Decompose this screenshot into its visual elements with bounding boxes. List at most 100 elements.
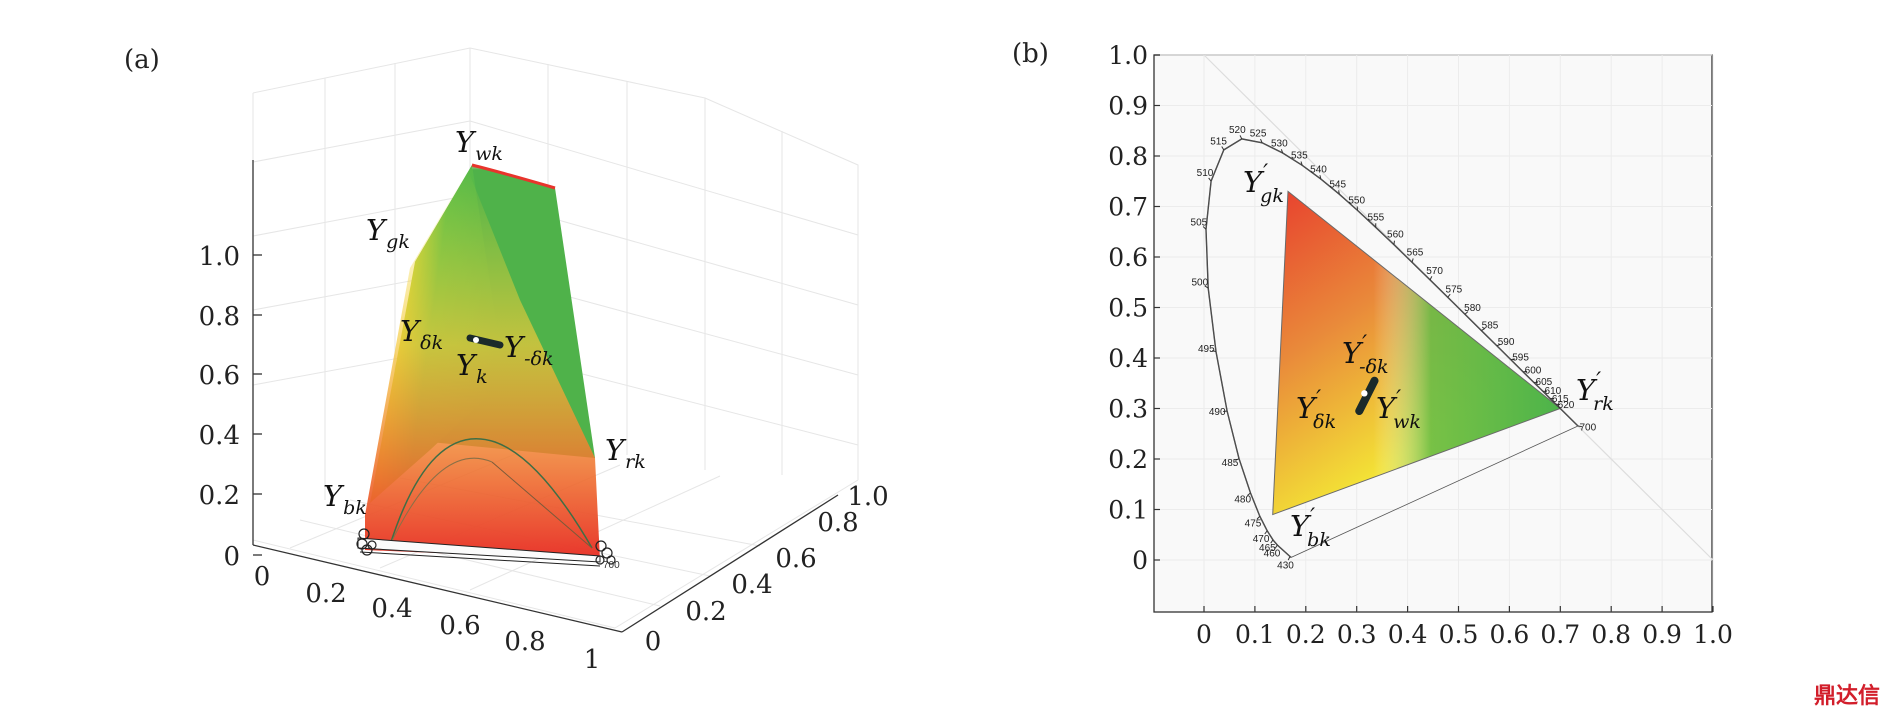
y-tick-label: 1.0 — [1108, 41, 1148, 70]
wavelength-label: 515 — [1210, 136, 1227, 147]
panel-a-label: (a) — [124, 45, 160, 75]
wavelength-label: 560 — [1387, 230, 1404, 241]
wavelength-label: 490 — [1209, 407, 1226, 418]
gamut-triangle-green — [1272, 191, 1561, 515]
y-tick-label: 0.6 — [1108, 243, 1148, 272]
x-tick-label: 0.7 — [1540, 620, 1580, 649]
label-Y-gk-b: Y′ gk — [1243, 161, 1284, 207]
panel-b-label: (b) — [1012, 39, 1049, 69]
wavelength-label: 595 — [1512, 352, 1529, 363]
label-Y-rk-a: Yrk — [605, 433, 646, 473]
locus-tick — [1260, 138, 1263, 143]
wavelength-label: 540 — [1310, 164, 1327, 175]
locus-tick — [1481, 328, 1486, 331]
locus-tick — [1204, 285, 1209, 289]
wavelength-label: 530 — [1271, 139, 1288, 150]
panel-a-gamut-solid — [365, 163, 600, 560]
y-tick-label: 1.0 — [847, 482, 888, 512]
x-tick-label: 0.1 — [1235, 620, 1275, 649]
wavelength-label: 525 — [1250, 129, 1267, 140]
locus-tick — [1300, 161, 1303, 166]
label-Y-delta-k-b: Y′ δk — [1296, 387, 1336, 433]
x-tick-label: 0.9 — [1642, 620, 1682, 649]
y-tick-label: 0 — [1132, 546, 1148, 575]
y-tick-label: 0.3 — [1108, 395, 1148, 424]
z-tick-label: 0.2 — [199, 481, 240, 511]
label-Y-rk-b: Y′ rk — [1576, 369, 1614, 415]
wavelength-label: 615 — [1552, 394, 1569, 405]
y-tick-label: 0.2 — [1108, 445, 1148, 474]
wavelength-label: 465 — [1259, 543, 1276, 554]
locus-tick — [1338, 190, 1340, 195]
label-Y-k-a: Yk — [456, 348, 488, 388]
y-tick-label: 0.5 — [1108, 294, 1148, 323]
wavelength-label: 470 — [1253, 534, 1270, 545]
locus-tick — [1280, 149, 1284, 154]
z-tick-label: 0 — [223, 542, 240, 572]
z-tick-label: 0.6 — [199, 361, 240, 391]
locus-tick — [1239, 135, 1243, 140]
locus-tick — [1264, 530, 1268, 535]
panel-a-axes — [252, 160, 839, 633]
wavelength-label: 585 — [1482, 321, 1499, 332]
locus-tick — [1429, 276, 1433, 281]
locus-tick — [1464, 311, 1469, 315]
label-Y-bk-b: Y′ bk — [1290, 505, 1331, 551]
wavelength-label: 510 — [1197, 168, 1214, 179]
label-Y-gk-a: Ygk — [366, 213, 410, 253]
y-tick-label: 0.2 — [685, 597, 726, 627]
label-Y-minus-delta-k-b: Y′ -δk — [1342, 332, 1389, 378]
locus-tick — [1319, 175, 1322, 180]
y-tick-label: 0 — [645, 627, 662, 657]
wavelength-label: 520 — [1229, 125, 1246, 136]
panel-a-chromaticity-base: 700 — [356, 528, 620, 571]
locus-tick — [1208, 177, 1212, 182]
z-tick-label: 1.0 — [199, 242, 240, 272]
z-tick-label: 0.8 — [199, 302, 240, 332]
watermark-logo: 鼎达信 — [1813, 684, 1880, 709]
locus-label-700-a: 700 — [603, 560, 620, 571]
locus-tick — [1211, 350, 1217, 353]
wavelength-label: 590 — [1498, 337, 1515, 348]
x-tick-label: 0.6 — [439, 611, 480, 641]
wavelength-label: 555 — [1368, 212, 1385, 223]
wavelength-label: 700 — [1579, 423, 1596, 434]
wavelength-label: 620 — [1558, 400, 1575, 411]
panel-b-gamut-triangle — [1272, 190, 1562, 516]
y-tick-label: 0.8 — [817, 508, 858, 538]
wavelength-label: 495 — [1198, 344, 1215, 355]
y-tick-label: 0.8 — [1108, 142, 1148, 171]
wavelength-label: 430 — [1277, 561, 1294, 572]
wavelength-label: 550 — [1348, 195, 1365, 206]
x-tick-label: 0.4 — [1388, 620, 1428, 649]
y-tick-label: 0.6 — [775, 544, 816, 574]
x-tick-label: 0.6 — [1490, 620, 1530, 649]
locus-tick — [1393, 240, 1395, 245]
y-tick-label: 0.4 — [1108, 344, 1148, 373]
x-tick-label: 1 — [584, 645, 601, 675]
locus-tick — [1411, 258, 1414, 263]
locus-tick — [1523, 370, 1528, 373]
locus-tick — [1270, 539, 1274, 544]
wavelength-label: 600 — [1525, 366, 1542, 377]
wavelength-label: 565 — [1407, 248, 1424, 259]
panel-b-spectral-locus: 4304604654704754804854904955005055105155… — [1191, 125, 1597, 572]
wavelength-label: 485 — [1222, 458, 1239, 469]
label-Y-minus-delta-k-a: Y-δk — [504, 330, 554, 370]
wavelength-label: 460 — [1264, 549, 1281, 560]
panel-b-tick-labels: 0 0.1 0.2 0.3 0.4 0.5 0.6 0.7 0.8 0.9 1.0 0 0.1 0.2 0.… — [1108, 41, 1733, 649]
wavelength-label: 605 — [1536, 377, 1553, 388]
wavelength-label: 475 — [1245, 519, 1262, 530]
x-tick-label: 0.2 — [1286, 620, 1326, 649]
locus-tick — [1202, 226, 1207, 230]
x-tick-label: 0 — [1196, 620, 1212, 649]
wavelength-label: 575 — [1446, 284, 1463, 295]
label-Y-delta-k-a: Yδk — [400, 314, 443, 354]
panel-a-tick-labels: 00.20.40.60.81.000.2 0.40.60.8100.20.40.6… — [199, 242, 889, 675]
x-tick-label: 0.3 — [1337, 620, 1377, 649]
x-tick-label: 1.0 — [1693, 620, 1733, 649]
wavelength-label: 505 — [1191, 217, 1208, 228]
locus-tick — [1247, 492, 1251, 496]
wavelength-label: 580 — [1464, 303, 1481, 314]
